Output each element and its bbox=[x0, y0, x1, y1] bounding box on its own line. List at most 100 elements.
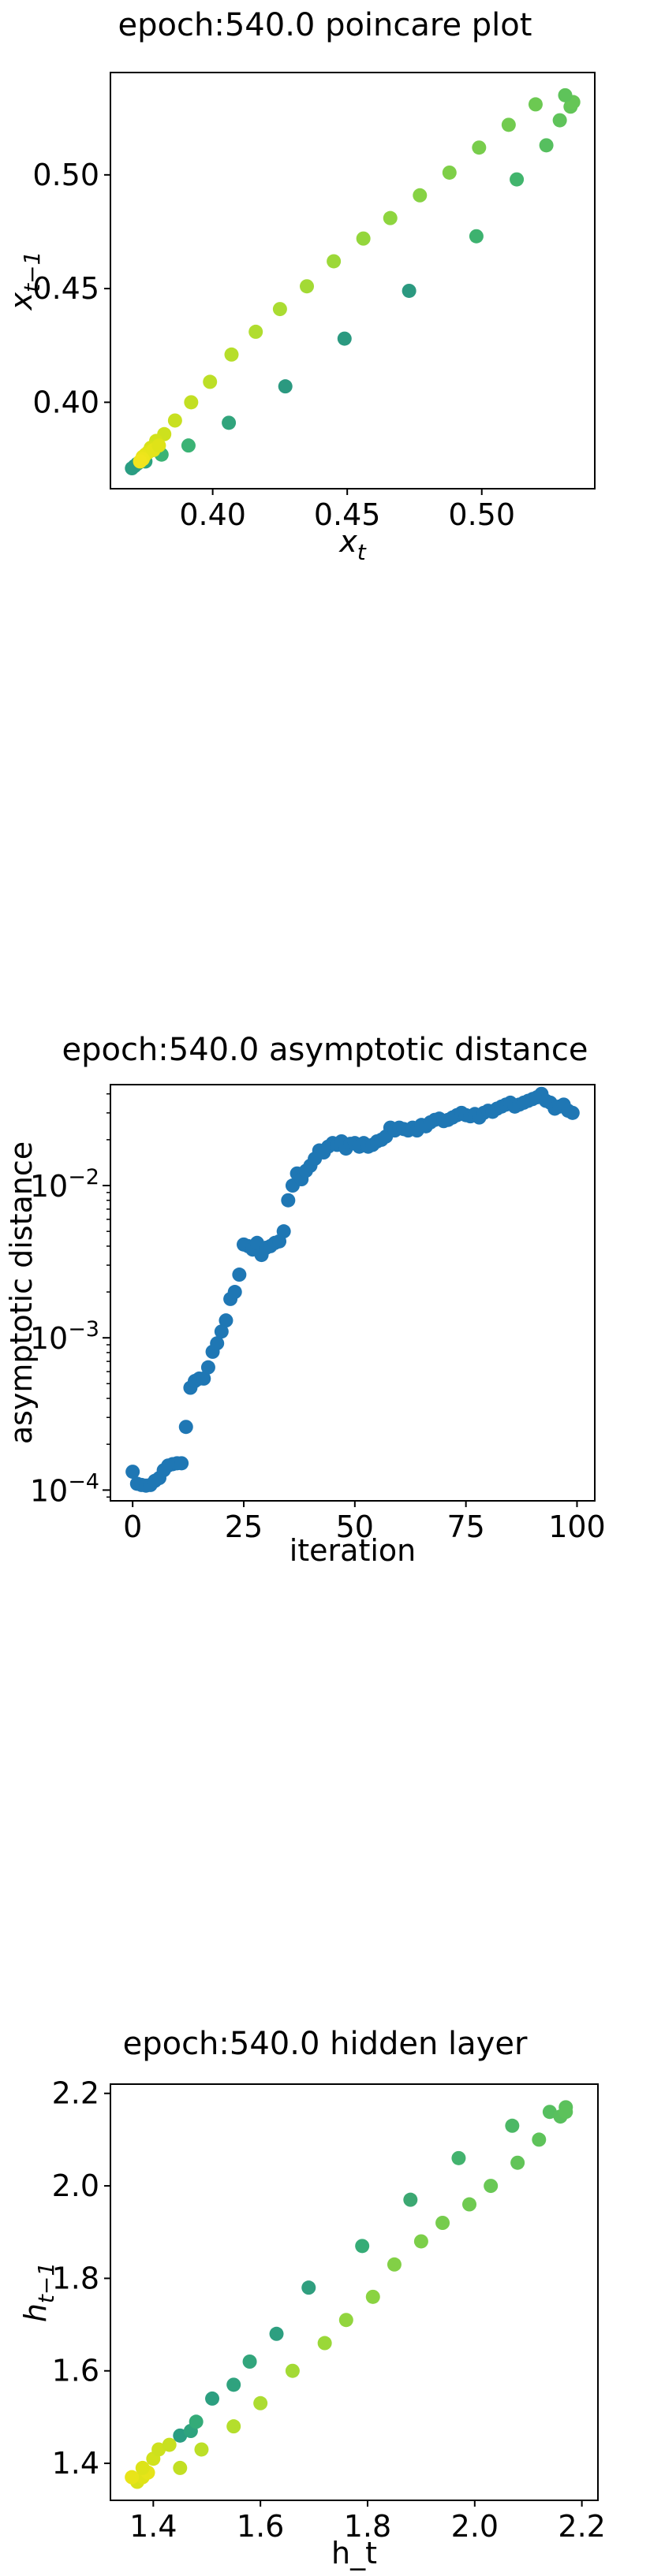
data-point bbox=[301, 2280, 316, 2295]
data-point bbox=[355, 2239, 370, 2254]
x-axis-label: h_t bbox=[331, 2536, 377, 2570]
x-axis-label: iteration bbox=[290, 1533, 417, 1568]
data-points bbox=[125, 87, 581, 476]
data-point bbox=[469, 229, 484, 244]
y-tick-label: 10−3 bbox=[30, 1317, 99, 1356]
data-point bbox=[178, 1420, 193, 1435]
plot-frame bbox=[110, 2083, 599, 2501]
data-point bbox=[276, 1224, 291, 1239]
data-point bbox=[125, 1465, 140, 1480]
data-point bbox=[337, 331, 352, 346]
data-point bbox=[151, 2442, 166, 2457]
y-tick-label: 1.6 bbox=[52, 2354, 99, 2388]
y-tick-label: 10−2 bbox=[30, 1165, 99, 1204]
x-tick-label: 0.50 bbox=[448, 497, 515, 532]
data-point bbox=[300, 279, 315, 294]
data-point bbox=[387, 2257, 402, 2272]
x-tick-label: 0.45 bbox=[314, 497, 381, 532]
data-point bbox=[505, 2118, 520, 2133]
y-tick-label: 0.40 bbox=[32, 385, 99, 419]
data-point bbox=[484, 2179, 499, 2194]
data-point bbox=[281, 1193, 296, 1208]
y-tick-label: 1.4 bbox=[52, 2446, 99, 2481]
x-tick-label: 1.4 bbox=[129, 2509, 177, 2544]
data-point bbox=[226, 2377, 241, 2392]
data-point bbox=[462, 2197, 477, 2212]
x-tick-label: 75 bbox=[446, 1509, 484, 1544]
chart-title: epoch:540.0 asymptotic distance bbox=[62, 1032, 588, 1068]
y-axis-label: ht−1 bbox=[18, 2262, 59, 2322]
chart-title: epoch:540.0 poincare plot bbox=[118, 7, 532, 43]
data-point bbox=[413, 188, 428, 203]
x-tick-label: 100 bbox=[548, 1509, 606, 1544]
data-point bbox=[214, 1324, 229, 1339]
y-tick-label: 0.50 bbox=[32, 158, 99, 192]
data-point bbox=[558, 87, 573, 102]
data-point bbox=[125, 2470, 140, 2485]
data-point bbox=[365, 2289, 380, 2304]
data-point bbox=[383, 210, 398, 225]
data-point bbox=[248, 324, 263, 339]
data-point bbox=[253, 2395, 268, 2410]
data-point bbox=[528, 97, 543, 112]
data-point bbox=[403, 2192, 418, 2207]
data-point bbox=[565, 1105, 580, 1120]
data-point bbox=[162, 2437, 177, 2452]
data-point bbox=[552, 113, 567, 128]
x-tick-label: 2.0 bbox=[451, 2509, 499, 2544]
data-point bbox=[205, 2391, 220, 2406]
data-point bbox=[510, 2155, 525, 2170]
data-point bbox=[539, 138, 554, 153]
plot-frame bbox=[110, 1084, 596, 1502]
y-tick-label: 2.2 bbox=[52, 2076, 99, 2111]
data-point bbox=[167, 413, 182, 428]
data-point bbox=[173, 2460, 188, 2475]
data-point bbox=[184, 395, 199, 410]
data-points bbox=[125, 1086, 580, 1493]
axis-ticks: 1.4 1.6 1.8 2.0 2.2 1.4 1.6 1.8 2.0 2.2 bbox=[52, 2076, 606, 2544]
plot-frame bbox=[110, 72, 596, 490]
data-point bbox=[558, 2105, 573, 2120]
data-point bbox=[173, 2428, 188, 2443]
x-tick-label: 0.40 bbox=[179, 497, 246, 532]
x-tick-label: 1.6 bbox=[237, 2509, 284, 2544]
data-point bbox=[189, 2414, 204, 2429]
data-point bbox=[356, 231, 371, 246]
chart-title: epoch:540.0 hidden layer bbox=[123, 2026, 528, 2062]
poincare-plot-chart: epoch:540.0 poincare plot 0.40 0.45 0.50 0.… bbox=[4, 7, 596, 565]
data-point bbox=[269, 2326, 284, 2341]
data-point bbox=[285, 2363, 300, 2378]
data-point bbox=[194, 2442, 209, 2457]
asymptotic-distance-chart: epoch:540.0 asymptotic distance 0 25 50 75 1… bbox=[4, 1032, 606, 1568]
data-point bbox=[413, 2234, 428, 2249]
data-point bbox=[510, 172, 525, 187]
data-point bbox=[338, 2313, 353, 2328]
data-point bbox=[224, 347, 239, 362]
data-point bbox=[542, 2105, 557, 2120]
y-tick-label: 2.0 bbox=[52, 2168, 99, 2203]
data-point bbox=[278, 379, 293, 394]
data-point bbox=[501, 117, 516, 132]
data-point bbox=[317, 2336, 332, 2351]
data-point bbox=[135, 2460, 150, 2475]
data-point bbox=[133, 454, 148, 469]
x-tick-label: 1.8 bbox=[344, 2509, 391, 2544]
data-point bbox=[203, 374, 218, 389]
x-tick-label: 50 bbox=[336, 1509, 374, 1544]
data-point bbox=[219, 1313, 233, 1328]
x-tick-label: 0 bbox=[123, 1509, 142, 1544]
data-point bbox=[222, 415, 237, 430]
data-point bbox=[472, 140, 487, 155]
axis-ticks: 0.40 0.45 0.50 0.40 0.45 0.50 bbox=[32, 158, 515, 532]
data-point bbox=[200, 1360, 215, 1375]
y-axis-label: asymptotic distance bbox=[4, 1141, 39, 1444]
y-tick-label: 1.8 bbox=[52, 2261, 99, 2295]
data-point bbox=[210, 1336, 225, 1351]
data-point bbox=[196, 1371, 211, 1386]
data-point bbox=[435, 2216, 450, 2230]
data-point bbox=[232, 1268, 247, 1282]
data-point bbox=[272, 302, 287, 317]
data-point bbox=[174, 1456, 189, 1471]
data-point bbox=[532, 2132, 547, 2147]
data-point bbox=[242, 2355, 257, 2369]
